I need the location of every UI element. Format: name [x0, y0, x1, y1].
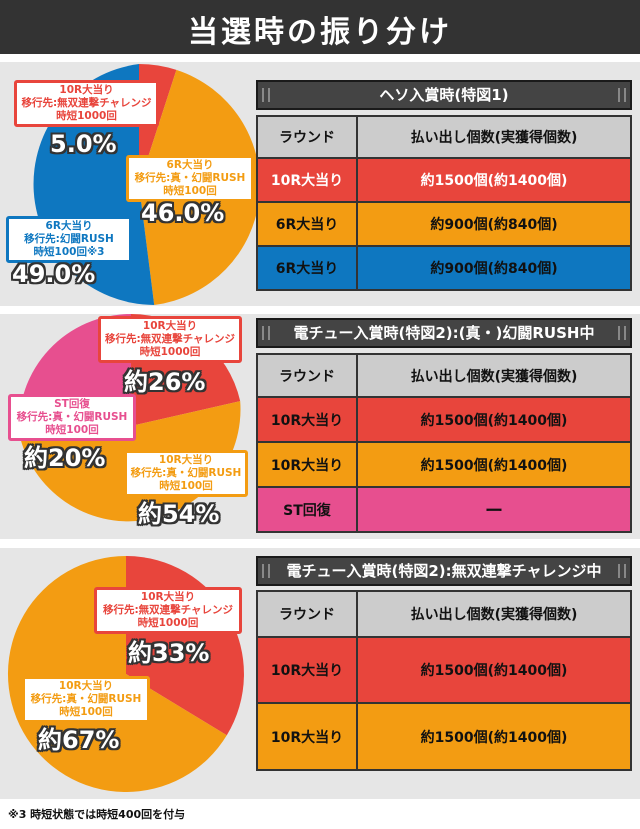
cell-payout: 約1500個(約1400個)	[356, 157, 632, 203]
callout-line: 6R大当り	[166, 159, 214, 171]
percent-heso-6r-rush: 49.0%	[12, 260, 96, 288]
cell-round: 10R大当り	[256, 157, 358, 203]
callout-rush-10r-musou: 10R大当り 移行先:無双連撃チャレンジ 時短1000回	[98, 316, 242, 363]
table-row: 10R大当り 約1500個(約1400個)	[256, 157, 632, 203]
callout-line: 移行先:真・幻闘RUSH	[16, 411, 128, 423]
callout-line: 移行先:真・幻闘RUSH	[30, 693, 142, 705]
table-row: 6R大当り 約900個(約840個)	[256, 201, 632, 247]
callout-line: 10R大当り	[142, 320, 198, 332]
callout-heso-10r: 10R大当り 移行先:無双連撃チャレンジ 時短1000回	[14, 80, 159, 127]
callout-line: 時短100回	[159, 480, 213, 492]
callout-rush-st: ST回復 移行先:真・幻闘RUSH 時短100回	[8, 394, 136, 441]
table-row: 10R大当り 約1500個(約1400個)	[256, 702, 632, 771]
callout-musou-10r-shin: 10R大当り 移行先:真・幻闘RUSH 時短100回	[22, 676, 150, 723]
payout-table-musou: ラウンド 払い出し個数(実獲得個数) 10R大当り 約1500個(約1400個)…	[256, 590, 632, 771]
col-header-payout: 払い出し個数(実獲得個数)	[356, 115, 632, 159]
cell-round: 10R大当り	[256, 441, 358, 488]
cell-round: 10R大当り	[256, 396, 358, 443]
callout-heso-6r-rush: 6R大当り 移行先:幻闘RUSH 時短100回※3	[6, 216, 132, 263]
callout-line: 10R大当り	[58, 680, 114, 692]
cell-payout: 約1500個(約1400個)	[356, 441, 632, 488]
col-header-round: ラウンド	[256, 115, 358, 159]
callout-line: 時短100回	[163, 185, 217, 197]
table-title-musou: 電チュー入賞時(特図2):無双連撃チャレンジ中	[256, 556, 632, 586]
cell-payout: 約900個(約840個)	[356, 201, 632, 247]
cell-payout: ー	[356, 486, 632, 533]
percent-rush-st: 約20%	[24, 444, 106, 472]
percent-rush-10r-musou: 約26%	[124, 368, 206, 396]
percent-rush-10r-shin: 約54%	[138, 500, 220, 528]
table-row: 6R大当り 約900個(約840個)	[256, 245, 632, 291]
col-header-round: ラウンド	[256, 353, 358, 398]
callout-line: 10R大当り	[158, 454, 214, 466]
percent-heso-6r-shin: 46.0%	[141, 199, 225, 227]
cell-round: 6R大当り	[256, 201, 358, 247]
col-header-payout: 払い出し個数(実獲得個数)	[356, 590, 632, 638]
table-row: 10R大当り 約1500個(約1400個)	[256, 396, 632, 443]
callout-line: 6R大当り	[45, 220, 93, 232]
callout-line: 10R大当り	[59, 84, 114, 96]
cell-payout: 約1500個(約1400個)	[356, 396, 632, 443]
cell-round: ST回復	[256, 486, 358, 533]
table-row: ST回復 ー	[256, 486, 632, 533]
callout-line: 時短100回※3	[33, 246, 105, 258]
page-header: 当選時の振り分け	[0, 0, 640, 54]
callout-line: 10R大当り	[140, 591, 196, 603]
col-header-round: ラウンド	[256, 590, 358, 638]
callout-line: 時短1000回	[139, 346, 201, 358]
cell-payout: 約900個(約840個)	[356, 245, 632, 291]
callout-line: 移行先:幻闘RUSH	[24, 233, 114, 245]
payout-table-heso: ラウンド 払い出し個数(実獲得個数) 10R大当り 約1500個(約1400個)…	[256, 115, 632, 291]
callout-line: ST回復	[54, 398, 90, 410]
percent-heso-10r: 5.0%	[50, 130, 117, 158]
callout-line: 時短100回	[45, 424, 99, 436]
callout-line: 移行先:真・幻闘RUSH	[130, 467, 242, 479]
callout-musou-10r-musou: 10R大当り 移行先:無双連撃チャレンジ 時短1000回	[94, 587, 242, 634]
percent-musou-10r-musou: 約33%	[128, 639, 210, 667]
table-header-row: ラウンド 払い出し個数(実獲得個数)	[256, 115, 632, 159]
footnote: ※3 時短状態では時短400回を付与	[8, 808, 186, 821]
callout-line: 移行先:真・幻闘RUSH	[134, 172, 246, 184]
cell-payout: 約1500個(約1400個)	[356, 636, 632, 704]
table-header-row: ラウンド 払い出し個数(実獲得個数)	[256, 353, 632, 398]
percent-musou-10r-shin: 約67%	[38, 726, 120, 754]
cell-round: 6R大当り	[256, 245, 358, 291]
table-row: 10R大当り 約1500個(約1400個)	[256, 636, 632, 704]
cell-payout: 約1500個(約1400個)	[356, 702, 632, 771]
callout-line: 時短1000回	[137, 617, 199, 629]
cell-round: 10R大当り	[256, 636, 358, 704]
callout-line: 移行先:無双連撃チャレンジ	[102, 604, 234, 616]
table-title-rush: 電チュー入賞時(特図2):(真・)幻闘RUSH中	[256, 318, 632, 348]
page-title: 当選時の振り分け	[188, 15, 452, 50]
table-row: 10R大当り 約1500個(約1400個)	[256, 441, 632, 488]
cell-round: 10R大当り	[256, 702, 358, 771]
callout-line: 移行先:無双連撃チャレンジ	[104, 333, 236, 345]
callout-rush-10r-shin: 10R大当り 移行先:真・幻闘RUSH 時短100回	[124, 450, 248, 497]
payout-table-rush: ラウンド 払い出し個数(実獲得個数) 10R大当り 約1500個(約1400個)…	[256, 353, 632, 533]
callout-line: 移行先:無双連撃チャレンジ	[21, 97, 152, 109]
callout-line: 時短100回	[59, 706, 113, 718]
callout-line: 時短1000回	[56, 110, 117, 122]
callout-heso-6r-shin: 6R大当り 移行先:真・幻闘RUSH 時短100回	[126, 155, 254, 202]
table-header-row: ラウンド 払い出し個数(実獲得個数)	[256, 590, 632, 638]
col-header-payout: 払い出し個数(実獲得個数)	[356, 353, 632, 398]
pie-slice-10r-orange	[7, 556, 227, 792]
table-title-heso: ヘソ入賞時(特図1)	[256, 80, 632, 110]
